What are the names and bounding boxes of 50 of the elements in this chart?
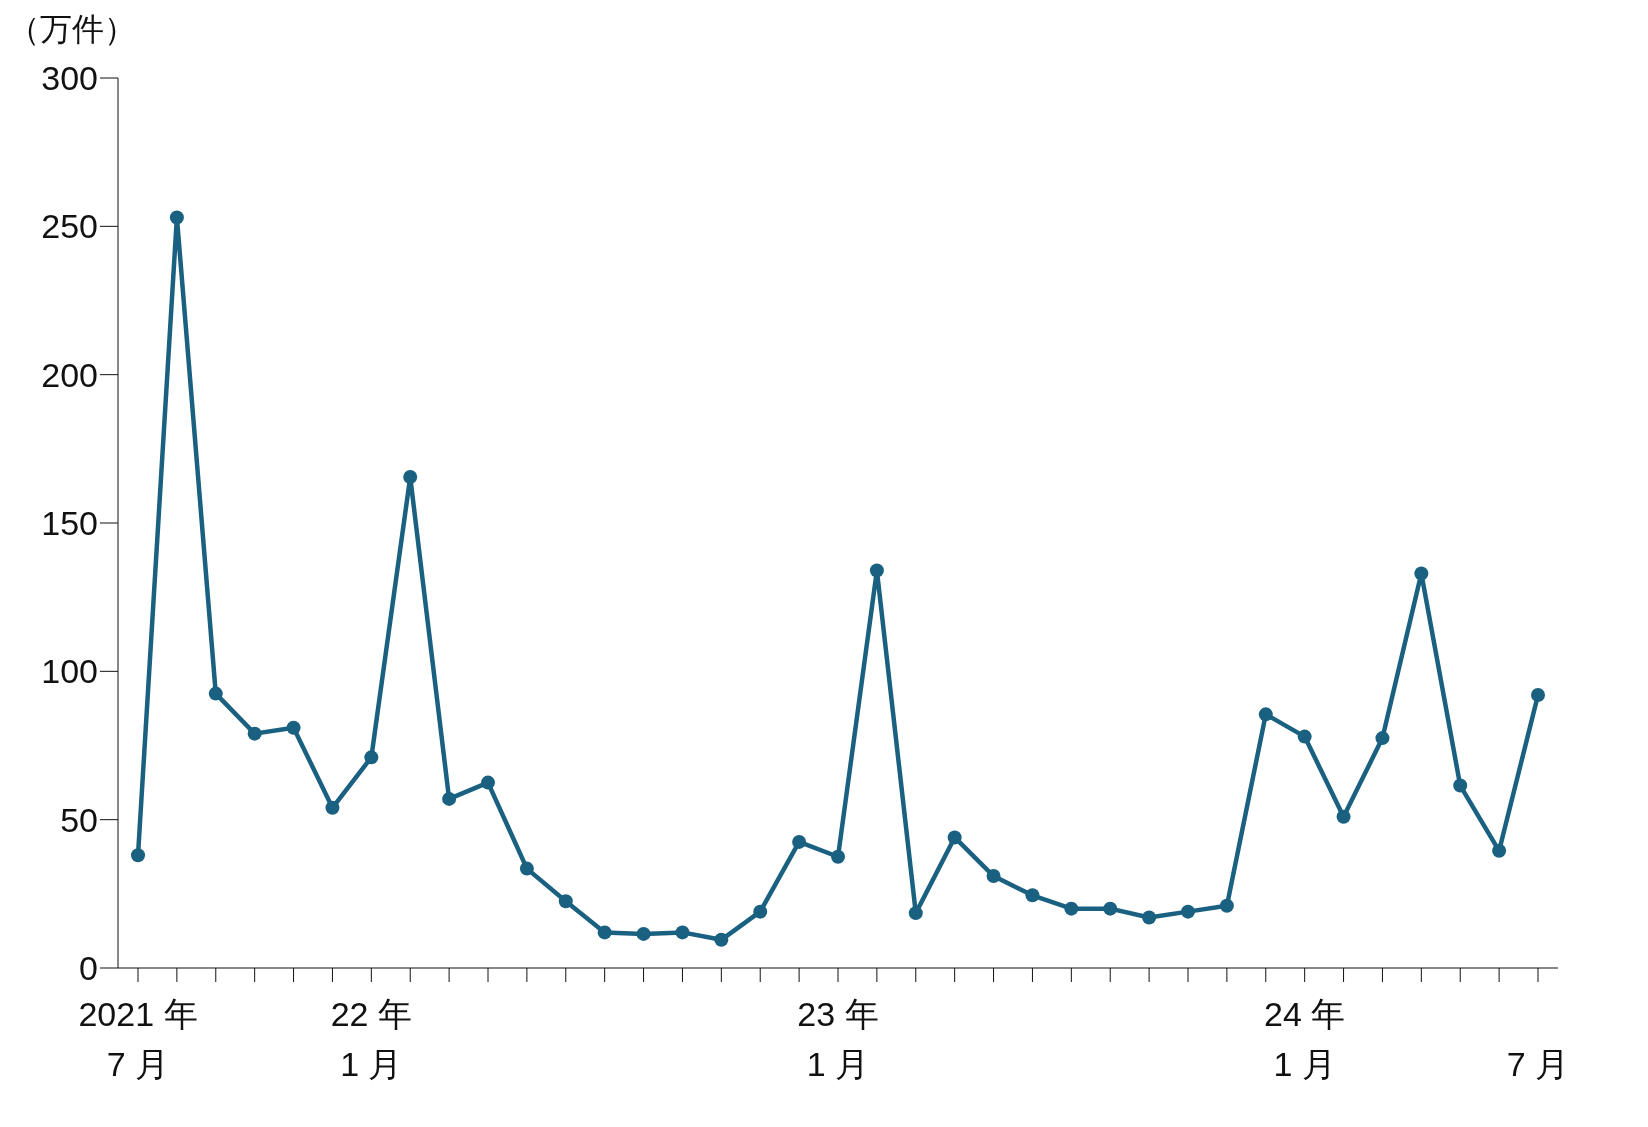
point [364, 750, 379, 765]
point [1492, 843, 1507, 858]
point [831, 849, 845, 864]
point [1064, 901, 1079, 916]
point [792, 834, 807, 849]
point [1025, 888, 1040, 903]
point [1414, 566, 1429, 581]
x-tick-label: 23 年 1 月 [797, 995, 879, 1083]
point [1375, 731, 1390, 746]
point [286, 720, 301, 735]
y-tick-label: 300 [41, 59, 98, 98]
point [1336, 809, 1351, 824]
point [675, 925, 690, 940]
point [1219, 898, 1234, 913]
point [636, 926, 651, 941]
point [519, 861, 534, 876]
point [1258, 707, 1273, 722]
point [1142, 910, 1157, 925]
y-tick-label: 250 [41, 207, 98, 246]
y-tick-label: 150 [41, 504, 98, 543]
point [442, 791, 457, 806]
point [1181, 904, 1195, 919]
point [714, 932, 729, 947]
point [1453, 778, 1468, 793]
point [947, 830, 962, 845]
point [247, 726, 262, 741]
point [753, 904, 768, 919]
x-tick-label: 2021 年 7 月 [78, 995, 198, 1083]
y-tick-label: 50 [60, 800, 98, 839]
x-tick-label: 22 年 1 月 [330, 995, 412, 1083]
point [1103, 901, 1118, 916]
point [558, 894, 573, 909]
point [403, 470, 418, 485]
y-tick-label: 0 [79, 949, 98, 988]
point [131, 848, 145, 863]
y-axis-title: （万件） [8, 10, 137, 48]
point [169, 210, 184, 225]
point [597, 925, 612, 940]
point [481, 775, 495, 790]
y-tick-label: 100 [41, 652, 98, 691]
point [1531, 688, 1545, 703]
point [208, 686, 223, 701]
point [325, 800, 340, 815]
y-tick-label: 200 [41, 355, 98, 394]
point [1297, 729, 1312, 744]
x-tick-label: 7 月 [1506, 1045, 1570, 1083]
point [986, 869, 1001, 884]
point [869, 563, 884, 578]
x-tick-label: 24 年 1 月 [1264, 995, 1346, 1083]
point [908, 906, 923, 921]
